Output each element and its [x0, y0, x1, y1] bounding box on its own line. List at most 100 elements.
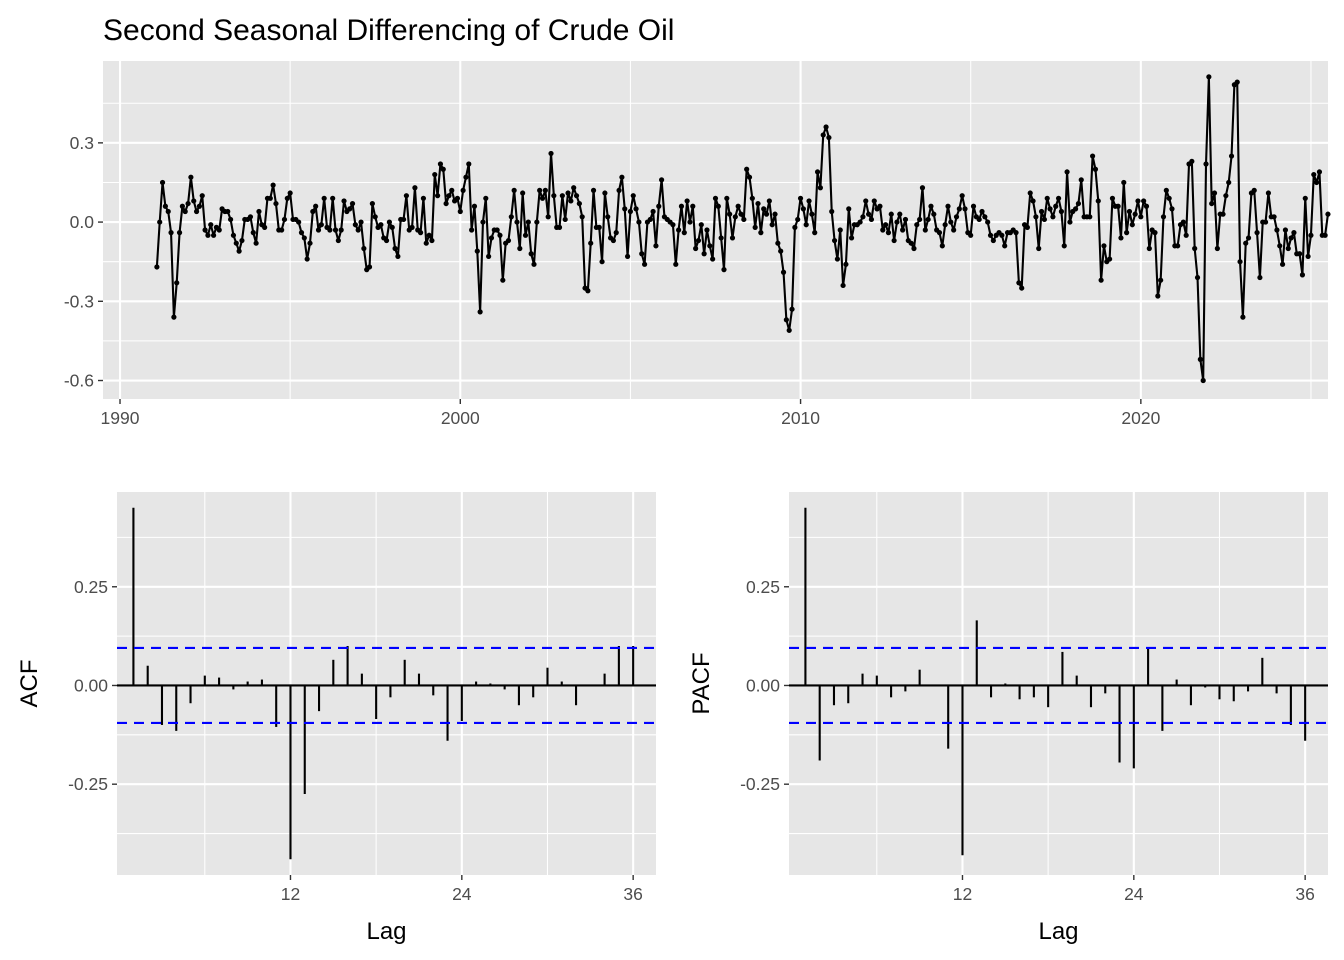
data-point [1055, 195, 1062, 201]
data-point [1141, 198, 1147, 204]
pacf-y-tick-label: 0.00 [746, 675, 780, 695]
data-point [1192, 245, 1198, 252]
data-point [1169, 206, 1175, 212]
data-point [239, 237, 245, 244]
data-point [792, 224, 798, 230]
data-point [528, 251, 534, 257]
data-point [622, 206, 628, 212]
data-point [1101, 243, 1107, 249]
data-point [1302, 195, 1308, 201]
data-point [165, 208, 171, 215]
data-point [868, 216, 875, 223]
data-point [174, 280, 180, 286]
ts-y-tick-label: 0.0 [70, 212, 95, 232]
data-point [199, 193, 205, 199]
data-point [179, 203, 185, 209]
data-point [962, 206, 968, 212]
data-point [279, 227, 285, 233]
data-point [863, 198, 869, 204]
data-point [457, 208, 463, 215]
data-point [738, 211, 744, 217]
data-point [888, 211, 894, 217]
data-point [928, 203, 934, 209]
data-point [562, 216, 568, 223]
data-point [619, 174, 625, 180]
data-point [1285, 245, 1291, 252]
data-point [1228, 153, 1235, 159]
data-point [386, 219, 392, 225]
acf-y-tick-label: 0.25 [74, 577, 108, 597]
data-point [1245, 235, 1252, 241]
data-point [806, 198, 812, 204]
data-point [313, 203, 319, 209]
data-point [1146, 245, 1152, 252]
data-point [233, 240, 239, 246]
data-point [372, 214, 378, 220]
data-point [301, 235, 307, 241]
data-point [741, 216, 747, 223]
data-point [633, 206, 639, 212]
data-point [596, 224, 602, 230]
data-point [520, 190, 526, 196]
data-point [979, 208, 985, 215]
data-point [1251, 187, 1257, 193]
pacf-y-tick-label: 0.25 [746, 577, 780, 597]
pacf-x-tick-label: 36 [1295, 884, 1314, 904]
data-point [1166, 195, 1172, 201]
pacf-x-axis-title: Lag [1038, 918, 1078, 945]
data-point [834, 256, 841, 262]
data-point [420, 195, 427, 201]
data-point [857, 219, 863, 225]
data-point [605, 214, 611, 220]
data-point [1072, 206, 1079, 212]
ts-y-tick-label: -0.3 [64, 291, 94, 311]
data-point [803, 222, 809, 228]
data-point [480, 219, 486, 225]
data-point [693, 245, 699, 252]
data-point [191, 198, 197, 204]
data-point [1325, 211, 1331, 217]
data-point [641, 261, 648, 267]
data-point [469, 227, 475, 233]
data-point [494, 227, 500, 233]
data-point [948, 219, 954, 225]
data-point [795, 216, 801, 223]
pacf-panel-background [789, 492, 1328, 875]
data-point [466, 161, 472, 167]
data-point [729, 235, 736, 241]
data-point [837, 227, 843, 233]
data-point [1061, 243, 1067, 249]
data-point [789, 306, 795, 312]
data-point [576, 200, 582, 207]
data-point [936, 230, 943, 236]
data-point [1237, 259, 1243, 265]
data-point [352, 222, 358, 228]
data-point [409, 224, 415, 230]
data-point [1200, 377, 1206, 384]
data-point [829, 208, 835, 215]
data-point [446, 193, 452, 199]
data-point [749, 195, 755, 201]
data-point [1234, 79, 1240, 85]
data-point [417, 230, 424, 236]
data-point [900, 227, 906, 233]
data-point [766, 198, 772, 204]
ts-panel-background [103, 61, 1328, 399]
data-point [1223, 193, 1229, 199]
data-point [176, 230, 183, 236]
data-point [1262, 219, 1269, 225]
data-point [769, 222, 775, 228]
data-point [656, 203, 662, 209]
data-point [437, 161, 444, 167]
data-point [891, 237, 897, 244]
data-point [627, 208, 634, 215]
data-point [1274, 227, 1280, 233]
data-point [1291, 230, 1297, 236]
data-point [599, 259, 605, 265]
data-point [500, 277, 506, 283]
data-point [953, 214, 960, 220]
data-point [508, 214, 514, 220]
data-point [735, 203, 741, 209]
data-point [400, 216, 407, 223]
